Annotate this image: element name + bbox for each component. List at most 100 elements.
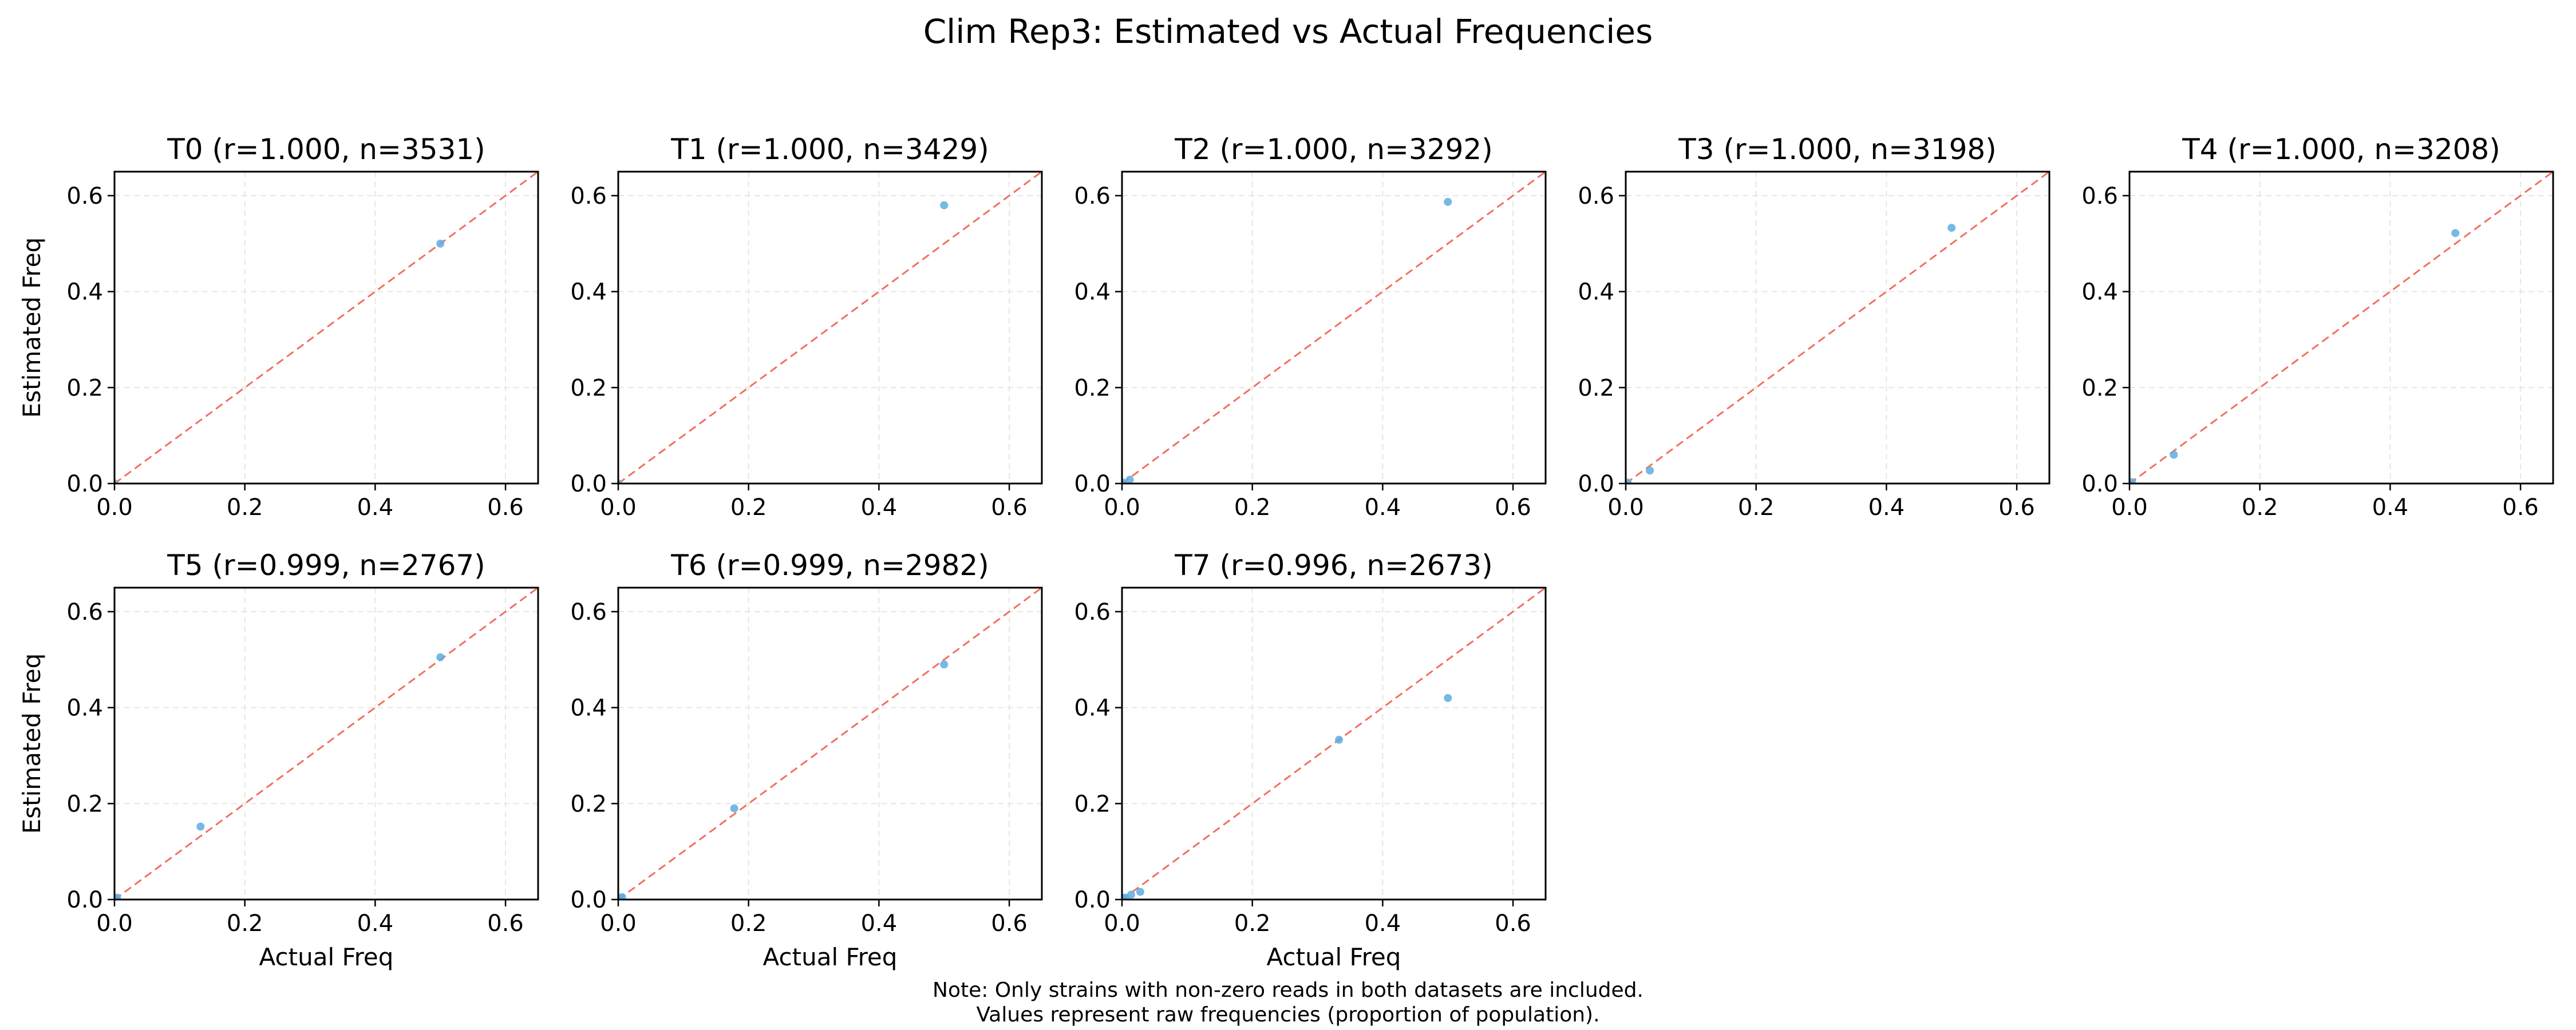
data-point xyxy=(1646,466,1654,475)
x-tick-label: 0.6 xyxy=(991,910,1028,937)
y-tick-label: 0.0 xyxy=(1074,471,1111,497)
data-point xyxy=(940,660,949,669)
x-tick-label: 0.2 xyxy=(2242,494,2278,521)
axes-frame xyxy=(617,171,1043,485)
x-tick-label: 0.2 xyxy=(227,494,263,521)
x-tick-label: 0.4 xyxy=(861,910,898,937)
x-tick-label: 0.6 xyxy=(487,910,524,937)
x-axis-label: Actual Freq xyxy=(1267,943,1401,971)
y-tick-label: 0.4 xyxy=(66,279,103,306)
data-point xyxy=(436,239,445,248)
x-tick-label: 0.6 xyxy=(487,494,524,521)
panel-1: T1 (r=1.000, n=3429) 0.0 0.2 0.4 0.6 0.0 0.2 0.… xyxy=(570,133,1043,521)
data-point xyxy=(436,653,445,661)
data-point xyxy=(1444,197,1452,206)
y-tick-label: 0.6 xyxy=(1074,183,1111,209)
x-tick-label: 0.6 xyxy=(1495,910,1531,937)
x-tick-label: 0.0 xyxy=(2111,494,2148,521)
y-tick-label: 0.2 xyxy=(1578,375,1614,401)
y-axis-label: Estimated Freq xyxy=(18,653,46,834)
x-tick-label: 0.0 xyxy=(1104,910,1140,937)
data-point xyxy=(940,201,949,209)
reference-line xyxy=(1122,588,1546,900)
x-tick-label: 0.2 xyxy=(227,910,263,937)
panel-title: T3 (r=1.000, n=3198) xyxy=(1678,133,1996,166)
data-point xyxy=(2129,478,2136,484)
reference-line xyxy=(1122,172,1546,484)
panels: T0 (r=1.000, n=3531) 0.0 0.2 0.4 0.6 0.0 0.2 0.… xyxy=(18,133,2554,971)
y-tick-label: 0.0 xyxy=(66,471,103,497)
panel-title: T5 (r=0.999, n=2767) xyxy=(167,549,485,582)
y-axis-label: Estimated Freq xyxy=(18,237,46,418)
y-tick-label: 0.4 xyxy=(66,695,103,722)
data-point xyxy=(730,804,738,813)
y-tick-label: 0.2 xyxy=(570,375,607,401)
x-tick-label: 0.2 xyxy=(1234,494,1271,521)
data-point xyxy=(1136,888,1144,896)
y-tick-label: 0.4 xyxy=(570,695,607,722)
panel-0: T0 (r=1.000, n=3531) 0.0 0.2 0.4 0.6 0.0 0.2 0.… xyxy=(18,133,539,521)
panel-title: T4 (r=1.000, n=3208) xyxy=(2182,133,2500,166)
data-point xyxy=(196,822,205,831)
reference-line xyxy=(618,588,1042,900)
x-tick-label: 0.0 xyxy=(1104,494,1140,521)
data-point xyxy=(114,894,120,900)
y-tick-label: 0.0 xyxy=(570,887,607,913)
data-point xyxy=(1626,478,1632,484)
figure-title: Clim Rep3: Estimated vs Actual Frequenci… xyxy=(923,12,1653,51)
data-point xyxy=(2170,450,2178,459)
panel-title: T1 (r=1.000, n=3429) xyxy=(670,133,989,166)
x-axis-label: Actual Freq xyxy=(259,943,394,971)
panel-title: T7 (r=0.996, n=2673) xyxy=(1174,549,1492,582)
data-point xyxy=(1947,224,1956,232)
y-tick-label: 0.6 xyxy=(1074,599,1111,625)
panel-title: T0 (r=1.000, n=3531) xyxy=(167,133,485,166)
reference-line xyxy=(114,588,538,900)
y-tick-label: 0.0 xyxy=(570,471,607,497)
reference-line xyxy=(2129,172,2553,484)
x-tick-label: 0.6 xyxy=(1998,494,2035,521)
y-tick-label: 0.6 xyxy=(570,183,607,209)
reference-line xyxy=(618,172,1042,484)
panel-title: T6 (r=0.999, n=2982) xyxy=(670,549,989,582)
data-point xyxy=(1122,894,1128,900)
panel-2: T2 (r=1.000, n=3292) 0.0 0.2 0.4 0.6 0.0 0.2 0.… xyxy=(1074,133,1547,521)
y-tick-label: 0.2 xyxy=(570,791,607,817)
x-tick-label: 0.0 xyxy=(1607,494,1644,521)
y-tick-label: 0.6 xyxy=(2081,183,2118,209)
x-tick-label: 0.2 xyxy=(1234,910,1271,937)
x-tick-label: 0.4 xyxy=(1365,910,1401,937)
x-tick-label: 0.2 xyxy=(730,494,767,521)
data-point xyxy=(114,480,118,484)
y-tick-label: 0.6 xyxy=(66,183,103,209)
y-tick-label: 0.2 xyxy=(1074,791,1111,817)
x-tick-label: 0.4 xyxy=(357,910,394,937)
y-tick-label: 0.4 xyxy=(2081,279,2118,306)
panel-3: T3 (r=1.000, n=3198) 0.0 0.2 0.4 0.6 0.0 0.2 0.… xyxy=(1578,133,2050,521)
x-tick-label: 0.4 xyxy=(861,494,898,521)
x-axis-label: Actual Freq xyxy=(763,943,898,971)
data-point xyxy=(1122,478,1128,484)
axes-frame xyxy=(1121,171,1547,485)
y-tick-label: 0.4 xyxy=(1578,279,1614,306)
reference-line xyxy=(114,172,538,484)
data-point xyxy=(1444,694,1452,702)
data-point xyxy=(618,480,622,484)
panel-7: T7 (r=0.996, n=2673) 0.0 0.2 0.4 0.6 0.0 0.2 0.… xyxy=(1074,549,1547,971)
data-point xyxy=(1125,476,1134,484)
y-tick-label: 0.2 xyxy=(66,791,103,817)
x-tick-label: 0.6 xyxy=(991,494,1028,521)
axes-frame xyxy=(1625,171,2050,485)
y-tick-label: 0.2 xyxy=(2081,375,2118,401)
y-tick-label: 0.0 xyxy=(1074,887,1111,913)
y-tick-label: 0.4 xyxy=(1074,279,1111,306)
x-tick-label: 0.6 xyxy=(1495,494,1531,521)
y-tick-label: 0.6 xyxy=(570,599,607,625)
y-tick-label: 0.2 xyxy=(1074,375,1111,401)
axes-frame xyxy=(113,171,539,485)
data-point xyxy=(2451,229,2460,237)
x-tick-label: 0.0 xyxy=(600,494,637,521)
footnote-line-2: Values represent raw frequencies (propor… xyxy=(976,1003,1599,1027)
axes-frame xyxy=(617,587,1043,901)
y-tick-label: 0.0 xyxy=(66,887,103,913)
